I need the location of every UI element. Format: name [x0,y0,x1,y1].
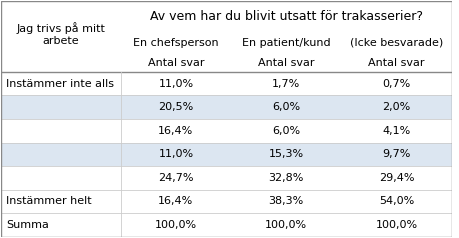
Text: 24,7%: 24,7% [158,173,194,183]
Text: 0,7%: 0,7% [382,79,411,89]
Bar [1,143,452,166]
Bar [1,119,452,143]
Text: Antal svar: Antal svar [258,58,314,68]
Bar [1,72,452,95]
Text: Summa: Summa [6,220,49,230]
Text: 9,7%: 9,7% [382,149,411,159]
Text: (Icke besvarade): (Icke besvarade) [350,38,443,48]
Text: Antal svar: Antal svar [148,58,204,68]
Text: Instämmer inte alls: Instämmer inte alls [6,79,114,89]
Text: 100,0%: 100,0% [265,220,308,230]
Text: 1,7%: 1,7% [272,79,301,89]
Text: 20,5%: 20,5% [158,102,194,112]
Text: 100,0%: 100,0% [375,220,418,230]
Text: 6,0%: 6,0% [272,102,300,112]
Bar [1,95,452,119]
Text: 100,0%: 100,0% [155,220,197,230]
Text: 16,4%: 16,4% [158,196,194,206]
Text: arbete: arbete [43,36,79,46]
Text: 2,0%: 2,0% [382,102,411,112]
Text: 11,0%: 11,0% [158,149,194,159]
Bar [1,189,452,213]
Text: 29,4%: 29,4% [379,173,414,183]
Bar [1,213,452,237]
Text: 15,3%: 15,3% [269,149,304,159]
Text: 16,4%: 16,4% [158,126,194,136]
Text: 4,1%: 4,1% [382,126,411,136]
Text: Instämmer helt: Instämmer helt [6,196,91,206]
Text: 38,3%: 38,3% [269,196,304,206]
Bar [1,166,452,189]
Text: En patient/kund: En patient/kund [242,38,330,48]
Text: 6,0%: 6,0% [272,126,300,136]
Text: Av vem har du blivit utsatt för trakasserier?: Av vem har du blivit utsatt för trakasse… [150,10,423,23]
Text: 54,0%: 54,0% [379,196,414,206]
Text: 32,8%: 32,8% [269,173,304,183]
Text: Jag trivs på mitt: Jag trivs på mitt [17,22,106,34]
Text: 11,0%: 11,0% [158,79,194,89]
Text: Antal svar: Antal svar [369,58,425,68]
Text: En chefsperson: En chefsperson [133,38,219,48]
